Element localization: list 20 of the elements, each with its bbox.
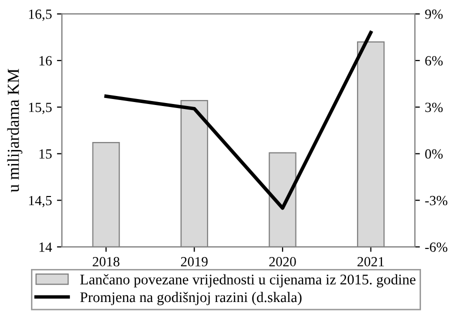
y2-tick-label: 6% <box>425 56 443 66</box>
y-tick-label: 15,5 <box>29 102 52 114</box>
legend-label: Promjena na godišnjoj razini (d.skala) <box>80 292 302 306</box>
x-tick-label: 2019 <box>181 257 208 266</box>
y2-tick-label: 0% <box>425 149 443 159</box>
y-tick-label: 14 <box>40 242 52 252</box>
y-axis-title: u milijardama KM <box>7 68 22 192</box>
x-tick-label: 2020 <box>269 257 296 266</box>
y2-tick-label: 9% <box>425 10 443 19</box>
x-tick-label: 2018 <box>92 257 120 266</box>
x-tick-label: 2021 <box>358 257 384 266</box>
y2-tick-label: 3% <box>425 102 443 112</box>
line-series <box>104 30 373 210</box>
legend-label: Lančano povezane vrijednosti u cijenama iz 2015. godine <box>80 274 416 288</box>
y-tick-label: 15 <box>40 149 52 159</box>
y2-tick-label: -3% <box>425 196 448 206</box>
y2-tick-label: -6% <box>425 242 448 252</box>
y-tick-label: 16,5 <box>29 10 52 21</box>
y-tick-label: 14,5 <box>29 196 52 208</box>
y-tick-label: 16 <box>40 56 52 66</box>
